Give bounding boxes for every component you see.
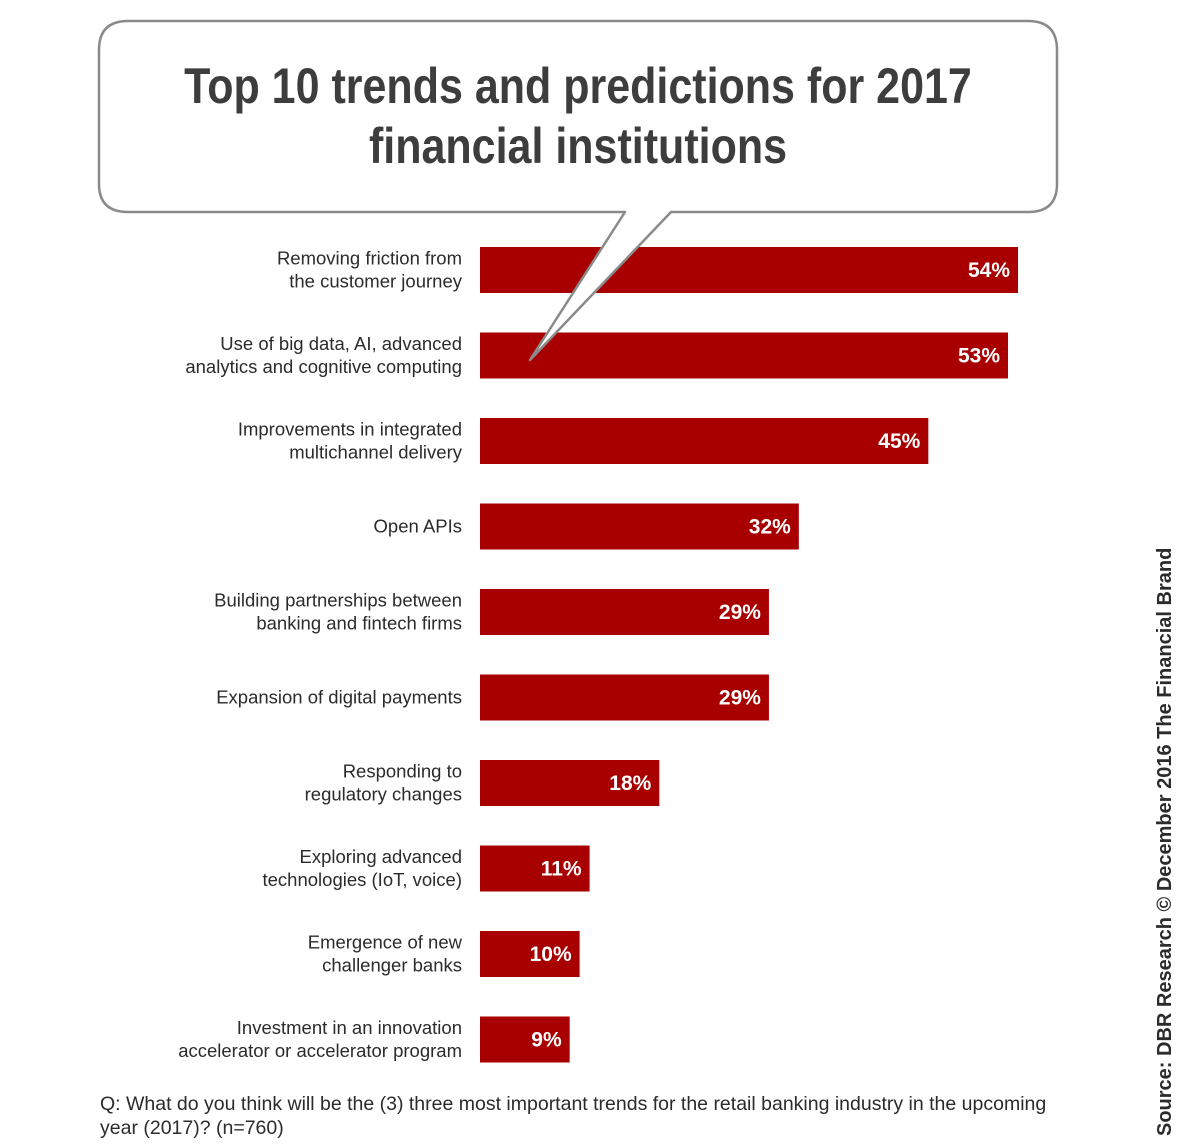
bar-3	[480, 418, 929, 464]
bar-10	[480, 1016, 570, 1063]
bar-1	[480, 247, 1018, 293]
value-label-2: 53%	[958, 345, 1000, 368]
category-label-3: Improvements in integrated multichannel d…	[238, 419, 463, 463]
bar-7	[480, 760, 660, 806]
survey-question: Q: What do you think will be the (3) thr…	[100, 1093, 1047, 1139]
bar-2	[480, 332, 1009, 379]
bar-9	[480, 931, 580, 977]
value-label-7: 18%	[609, 772, 651, 795]
bar-6	[480, 674, 769, 721]
category-label-1: Removing friction from the customer journ…	[277, 248, 463, 292]
source-credit: Source: DBR Research © December 2016 The…	[1154, 547, 1176, 1136]
chart-title: Top 10 trends and predictions for 2017 f…	[184, 58, 972, 174]
bar-5	[480, 589, 769, 635]
value-label-1: 54%	[968, 259, 1010, 282]
bar-8	[480, 845, 590, 892]
category-label-8: Exploring advanced technologies (IoT, voi…	[263, 846, 463, 890]
category-label-9: Emergence of new challenger banks	[308, 932, 463, 976]
category-label-2: Use of big data, AI, advanced analytics a…	[185, 333, 462, 377]
value-label-5: 29%	[719, 601, 761, 624]
value-label-4: 32%	[749, 516, 791, 539]
category-label-10: Investment in an innovation accelerator o…	[178, 1017, 462, 1061]
value-label-8: 11%	[541, 858, 582, 881]
category-label-6: Expansion of digital payments	[216, 687, 462, 708]
category-label-7: Responding to regulatory changes	[305, 761, 462, 805]
value-label-3: 45%	[878, 430, 920, 453]
bar-chart: 54% Removing friction from the customer jo…	[178, 247, 1018, 1063]
value-label-10: 9%	[531, 1029, 562, 1052]
category-label-5: Building partnerships between banking and…	[214, 590, 462, 634]
category-label-4: Open APIs	[374, 516, 462, 537]
bar-4	[480, 503, 799, 550]
value-label-9: 10%	[530, 943, 572, 966]
value-label-6: 29%	[719, 687, 761, 710]
